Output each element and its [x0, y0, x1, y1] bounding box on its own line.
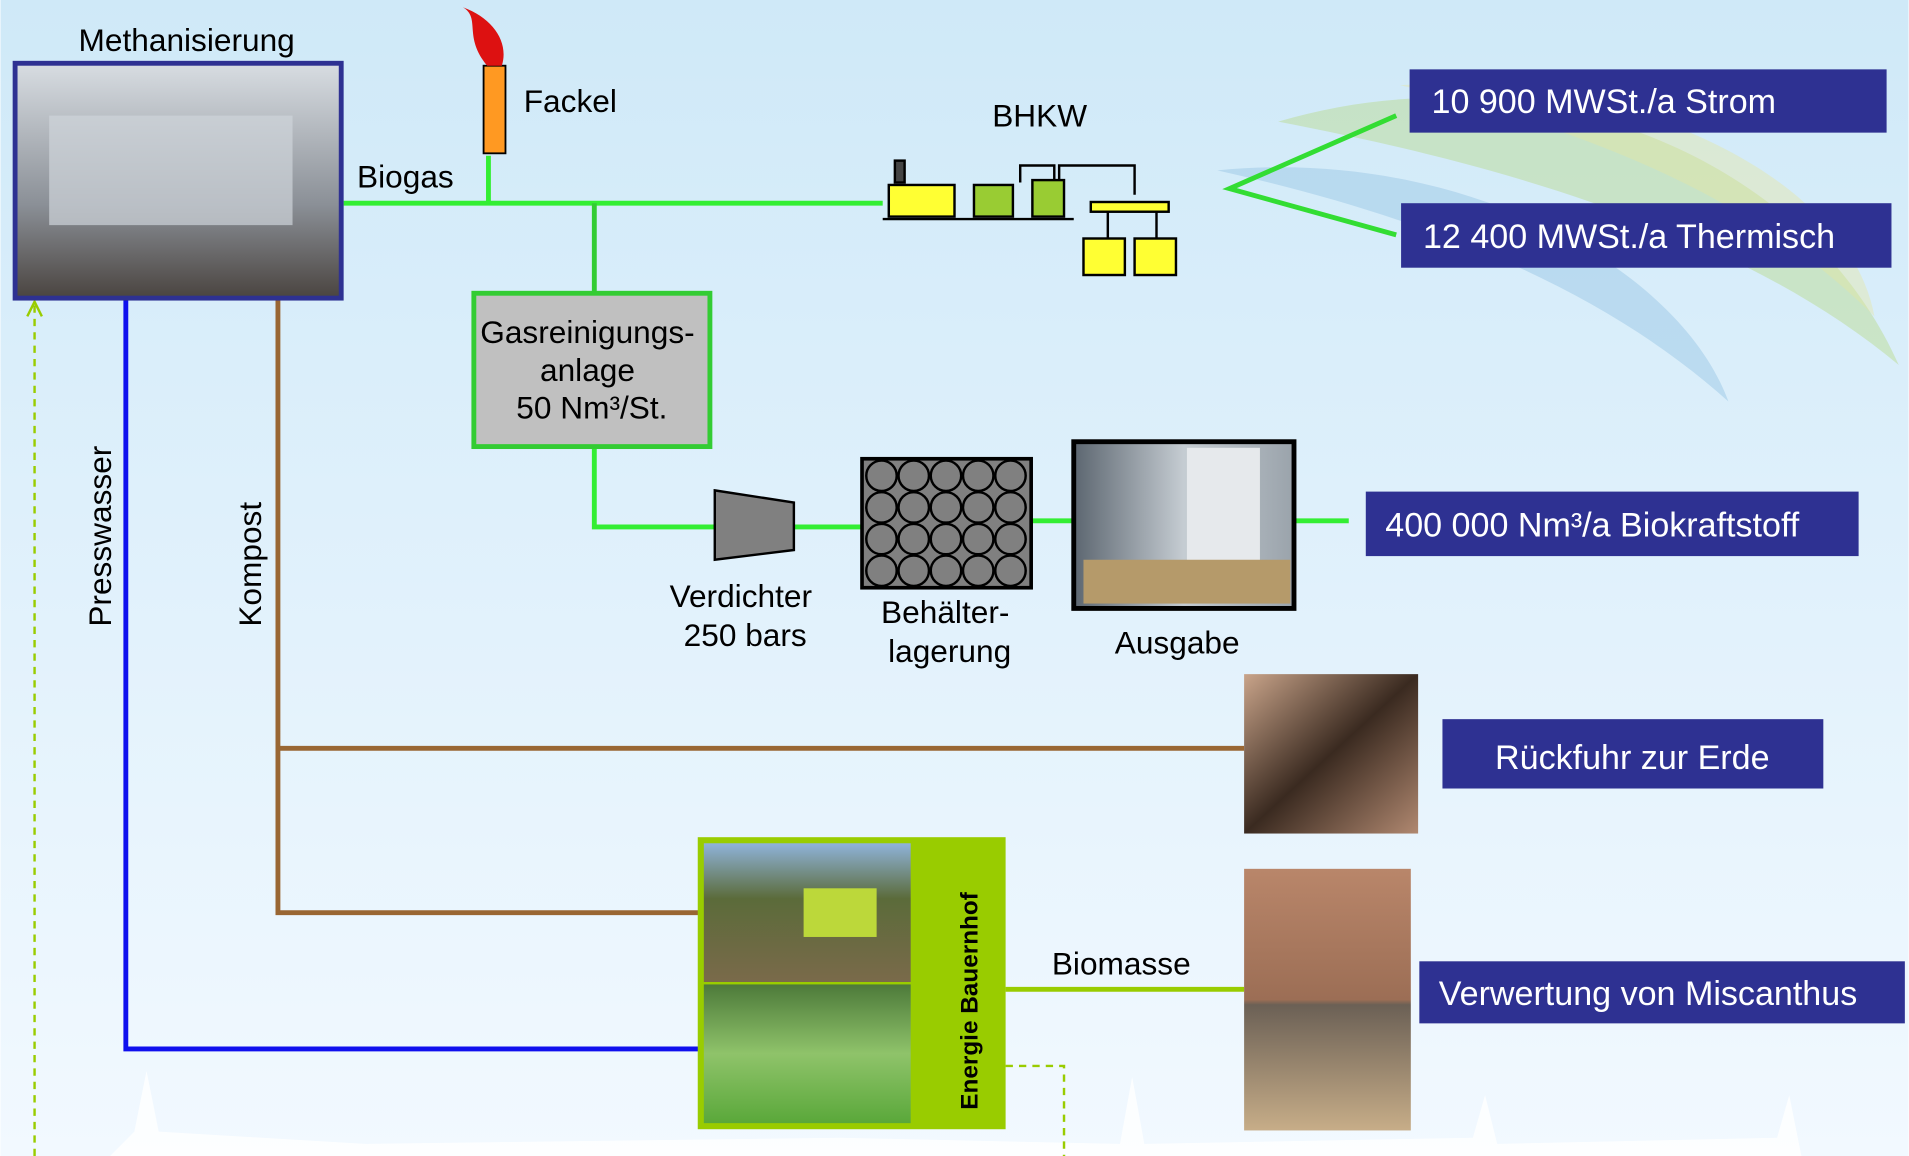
diagram: Methanisierung Fackel Biogas BHKW 10 900… — [0, 0, 1909, 1156]
tank — [963, 555, 993, 585]
farm-photo — [704, 984, 911, 1123]
output-label: Rückfuhr zur Erde — [1495, 739, 1770, 777]
tank — [899, 492, 929, 522]
label: Ausgabe — [1115, 624, 1240, 660]
tank — [899, 555, 929, 585]
pump — [1187, 448, 1260, 570]
tank — [866, 524, 896, 554]
compressor — [715, 490, 794, 559]
tank — [899, 524, 929, 554]
pellet-photo — [1244, 869, 1411, 1131]
label: Biomasse — [1052, 946, 1191, 982]
tank — [963, 461, 993, 491]
output-label: 400 000 Nm³/a Biokraftstoff — [1385, 507, 1800, 545]
ground — [1083, 560, 1290, 604]
tank — [899, 461, 929, 491]
tank — [963, 524, 993, 554]
building — [49, 116, 292, 226]
tank — [931, 492, 961, 522]
label: Kompost — [232, 502, 268, 627]
harvester — [804, 888, 877, 937]
label: Biogas — [357, 158, 454, 194]
tank — [995, 492, 1025, 522]
tank — [931, 524, 961, 554]
soil-photo — [1244, 674, 1418, 833]
tank — [866, 492, 896, 522]
label: Energie Bauernhof — [957, 891, 984, 1110]
label: Presswasser — [82, 446, 118, 627]
flare — [484, 66, 506, 154]
tank — [995, 555, 1025, 585]
tank — [995, 461, 1025, 491]
tank — [931, 461, 961, 491]
output-label: 10 900 MWSt./a Strom — [1432, 83, 1777, 121]
output-label: Verwertung von Miscanthus — [1439, 975, 1857, 1013]
output-label: 12 400 MWSt./a Thermisch — [1423, 218, 1835, 256]
tank — [995, 524, 1025, 554]
label: Methanisierung — [79, 22, 295, 58]
tank — [931, 555, 961, 585]
tank — [963, 492, 993, 522]
tank — [866, 555, 896, 585]
tank — [866, 461, 896, 491]
label: BHKW — [992, 98, 1087, 134]
label: Fackel — [524, 83, 617, 119]
